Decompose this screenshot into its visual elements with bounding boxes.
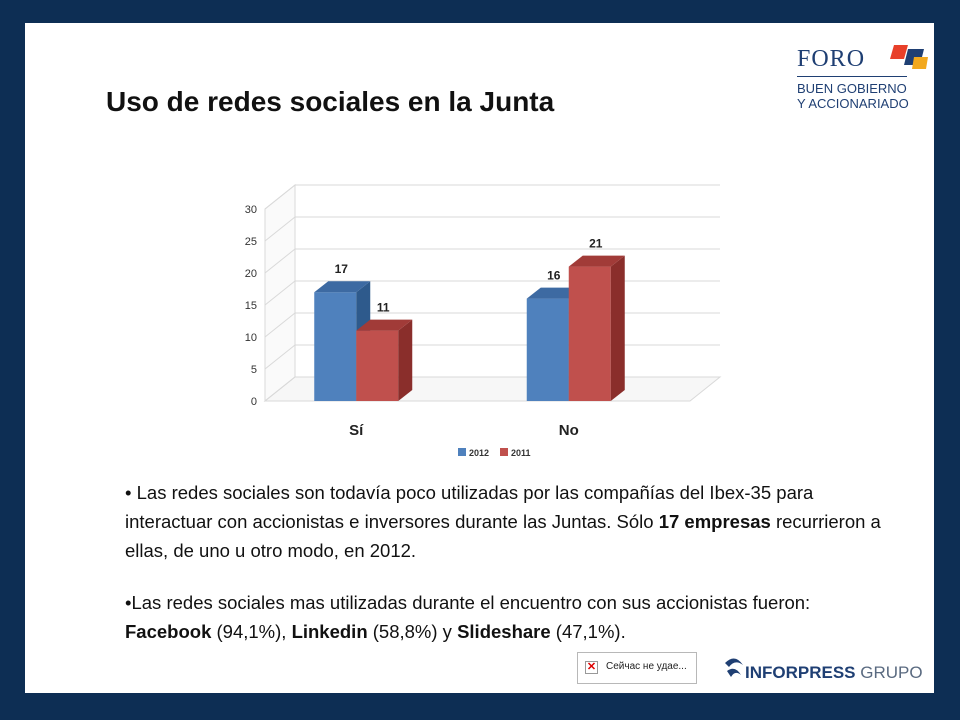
data-label: 16 xyxy=(547,269,561,283)
bullet-2-slideshare-pct: (47,1%). xyxy=(550,621,626,642)
legend-label: 2011 xyxy=(511,448,531,458)
bullet-1: • Las redes sociales son todavía poco ut… xyxy=(125,482,881,561)
data-label: 11 xyxy=(377,301,390,315)
foro-logo-rule xyxy=(797,76,907,77)
bullet-2-slideshare: Slideshare xyxy=(457,621,551,642)
y-tick-label: 15 xyxy=(245,300,257,312)
bar-2012-top xyxy=(314,281,371,293)
bullet-2-facebook: Facebook xyxy=(125,621,212,642)
foro-logo-line1: BUEN GOBIERNO xyxy=(797,81,907,96)
bullet-2-linkedin-pct: (58,8%) y xyxy=(367,621,458,642)
bar-2012-front xyxy=(314,292,357,401)
chart-gridline xyxy=(264,216,720,242)
x-category-label: Sí xyxy=(349,422,364,439)
foro-logo: FORO BUEN GOBIERNO Y ACCIONARIADO xyxy=(795,43,935,133)
inforpress-grupo: GRUPO xyxy=(860,663,923,682)
inforpress-swoosh-icon xyxy=(725,658,743,677)
inforpress-main: INFORPRESS xyxy=(745,663,856,682)
y-tick-label: 10 xyxy=(245,332,257,344)
y-tick-label: 0 xyxy=(251,396,257,408)
foro-logo-squares-icon xyxy=(890,45,928,69)
chart-gridline xyxy=(264,184,720,210)
slide-title: Uso de redes sociales en la Junta xyxy=(106,86,555,117)
bullet-2-linkedin: Linkedin xyxy=(291,621,368,642)
bar-2011-top xyxy=(568,255,625,267)
bar-2011-front xyxy=(568,266,611,401)
y-tick-label: 30 xyxy=(245,204,257,216)
bar-2011-side xyxy=(398,319,413,401)
bullet-2-facebook-pct: (94,1%), xyxy=(211,621,292,642)
foro-logo-line2: Y ACCIONARIADO xyxy=(797,96,909,111)
bar-2012-front xyxy=(526,298,569,401)
y-tick-label: 5 xyxy=(251,364,257,376)
bullet-2: •Las redes sociales mas utilizadas duran… xyxy=(125,592,811,642)
broken-image-alt: Сейчас не удае... xyxy=(606,661,687,672)
bar-2011-front xyxy=(356,330,399,401)
inforpress-logo: INFORPRESS GRUPO xyxy=(715,651,925,691)
bar-2011-top xyxy=(356,319,413,331)
legend-swatch-2012 xyxy=(458,448,466,456)
legend-swatch-2011 xyxy=(500,448,508,456)
foro-logo-word: FORO xyxy=(797,46,866,72)
chart-gridline xyxy=(264,248,720,274)
bar-2011-side xyxy=(610,255,625,401)
inforpress-logo-word: INFORPRESS GRUPO xyxy=(745,663,923,683)
bullet-1-text-b: recurrieron a ellas, de uno u otro modo,… xyxy=(125,511,881,561)
slide: Uso de redes sociales en la Junta FORO B… xyxy=(25,23,934,693)
y-tick-label: 20 xyxy=(245,268,257,280)
bar-chart: 0 5 10 15 20 25 30 17 11 Sí 16 21 No 2012 2011 xyxy=(210,153,740,463)
bullet-1-bold: 17 empresas xyxy=(658,511,771,532)
x-category-label: No xyxy=(559,422,579,439)
broken-image-icon: ✕ xyxy=(585,661,598,674)
bullet-2-text-a: Las redes sociales mas utilizadas durant… xyxy=(131,592,811,613)
y-tick-label: 25 xyxy=(245,236,257,248)
data-label: 17 xyxy=(335,262,349,276)
bullet-list: • Las redes sociales son todavía poco ut… xyxy=(125,478,885,646)
legend-label: 2012 xyxy=(469,448,489,458)
broken-image-placeholder: ✕ Сейчас не удае... xyxy=(577,652,697,684)
bar-chart-svg: 0 5 10 15 20 25 30 17 11 Sí 16 21 No 2012 2011 xyxy=(245,183,722,458)
bullet-1-text-a: Las redes sociales son todavía poco util… xyxy=(125,482,814,532)
data-label: 21 xyxy=(589,237,603,251)
